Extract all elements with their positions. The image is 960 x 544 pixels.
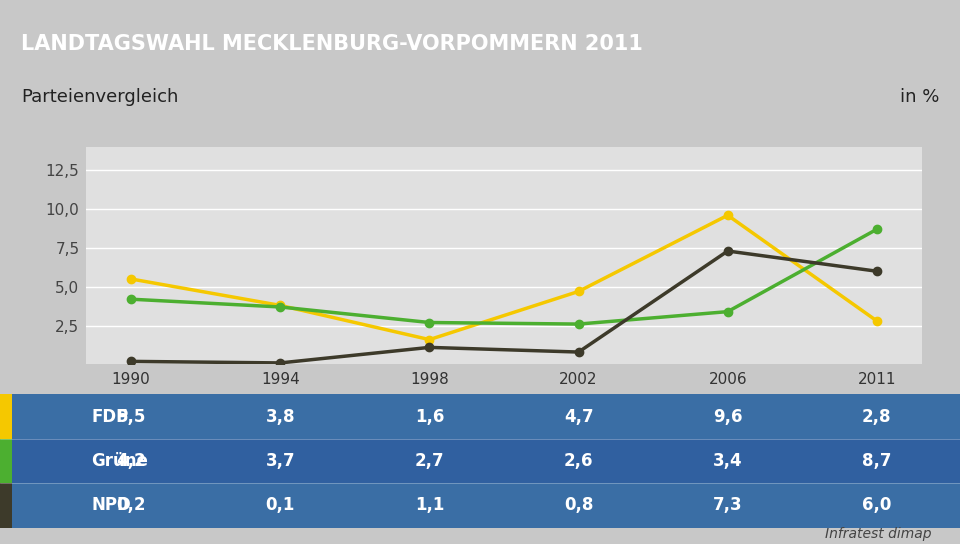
Text: 0,2: 0,2 [116, 497, 146, 515]
Text: 2002: 2002 [560, 372, 598, 387]
Text: 0,8: 0,8 [564, 497, 593, 515]
FancyBboxPatch shape [0, 439, 960, 483]
FancyBboxPatch shape [0, 483, 12, 528]
Text: 6,0: 6,0 [862, 497, 892, 515]
Text: 2006: 2006 [708, 372, 747, 387]
Text: 3,8: 3,8 [266, 407, 295, 425]
Text: 9,6: 9,6 [713, 407, 742, 425]
Text: 1990: 1990 [111, 372, 151, 387]
Text: 1,1: 1,1 [415, 497, 444, 515]
Text: 1994: 1994 [261, 372, 300, 387]
Text: 5,5: 5,5 [116, 407, 146, 425]
Text: LANDTAGSWAHL MECKLENBURG-VORPOMMERN 2011: LANDTAGSWAHL MECKLENBURG-VORPOMMERN 2011 [21, 34, 643, 54]
Text: 8,7: 8,7 [862, 452, 892, 470]
Text: 3,4: 3,4 [713, 452, 742, 470]
Text: 2011: 2011 [857, 372, 896, 387]
Text: in %: in % [900, 88, 939, 106]
Text: 0,1: 0,1 [266, 497, 295, 515]
Text: 1,6: 1,6 [415, 407, 444, 425]
Text: 7,3: 7,3 [713, 497, 742, 515]
Text: Parteienvergleich: Parteienvergleich [21, 88, 179, 106]
Text: Grüne: Grüne [91, 452, 148, 470]
FancyBboxPatch shape [0, 394, 960, 439]
Text: Infratest dimap: Infratest dimap [825, 527, 931, 541]
Text: NPD: NPD [91, 497, 131, 515]
Text: FDP: FDP [91, 407, 129, 425]
Text: 2,8: 2,8 [862, 407, 892, 425]
FancyBboxPatch shape [0, 439, 12, 483]
Text: 2,6: 2,6 [564, 452, 593, 470]
Text: 2,7: 2,7 [415, 452, 444, 470]
Text: 4,2: 4,2 [116, 452, 146, 470]
FancyBboxPatch shape [0, 483, 960, 528]
Text: 1998: 1998 [410, 372, 449, 387]
Text: 4,7: 4,7 [564, 407, 593, 425]
Text: 3,7: 3,7 [266, 452, 295, 470]
FancyBboxPatch shape [0, 394, 12, 439]
